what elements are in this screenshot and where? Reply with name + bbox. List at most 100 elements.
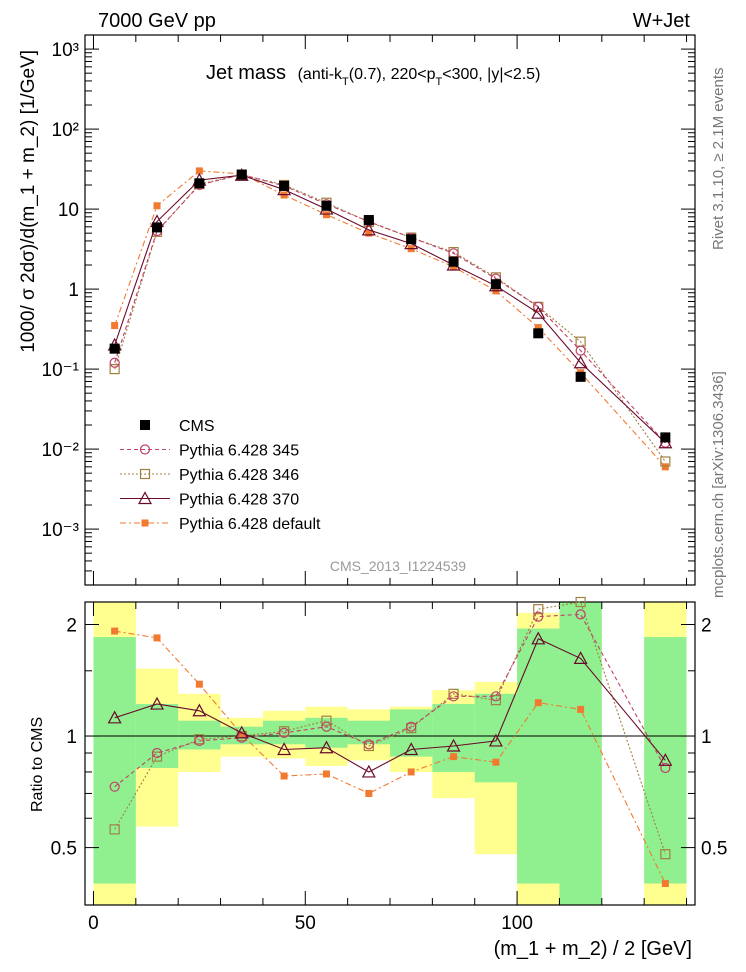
ratio-point-pdef [238, 730, 246, 738]
main-ylabel: 1000/ σ 2dσ)/d(m_1 + m_2) [1/GeV] [18, 50, 39, 353]
main-point-cms [660, 432, 671, 443]
ratio-series-line-p346 [114, 601, 666, 855]
main-point-cms [152, 222, 163, 233]
ratio-ytick-label: 2 [66, 615, 77, 636]
ratio-point-p346 [151, 751, 163, 762]
ratio-series-line-p345 [114, 613, 666, 788]
main-point-pdef [365, 229, 373, 237]
ratio-ylabel: Ratio to CMS [29, 717, 46, 812]
main-series-line-p345 [114, 174, 666, 444]
ratio-point-p370 [277, 742, 292, 756]
ratio-point-p346 [321, 715, 332, 726]
main-point-cms [109, 343, 120, 354]
ratio-plot: 0.5 0.5 1 1 2 2 0 50 100 [51, 596, 727, 934]
chart-title: Jet mass (anti-kT(0.7), 220<pT<300, |y|<… [206, 62, 540, 88]
band-inner [93, 637, 136, 884]
ratio-point-pdef [534, 699, 542, 707]
ratio-point-p346 [448, 688, 459, 699]
legend-marker-p346 [139, 468, 151, 480]
ratio-point-p345 [109, 781, 120, 792]
ratio-point-p345 [575, 609, 586, 620]
ratio-point-pdef [195, 680, 203, 688]
ratio-ytick-label-right: 0.5 [701, 839, 727, 860]
main-point-p345 [575, 345, 586, 356]
ratio-point-p345 [448, 691, 459, 702]
ratio-point-p345 [406, 721, 417, 732]
ratio-point-pdef [407, 768, 415, 776]
band-inner [347, 720, 390, 745]
watermark: CMS_2013_I1224539 [330, 558, 466, 574]
main-ytick-label: 10³ [52, 40, 79, 61]
ratio-series-line-p370 [114, 638, 666, 773]
ratio-point-p346 [490, 695, 502, 706]
ratio-point-p346 [109, 824, 120, 835]
main-point-cms [363, 215, 374, 226]
band-inner [432, 704, 475, 772]
title-sub-t2: T [436, 76, 443, 88]
ratio-point-pdef [450, 753, 458, 761]
main-series-line-p370 [114, 174, 666, 444]
ratio-ytick-label: 0.5 [51, 839, 77, 860]
legend-label-p346: Pythia 6.428 346 [179, 467, 299, 484]
main-point-pdef [111, 322, 119, 330]
ratio-point-p345 [321, 721, 332, 732]
header-right: W+Jet [633, 10, 691, 32]
main-point-p345 [533, 301, 544, 312]
ratio-point-p370 [234, 725, 249, 739]
main-point-cms [236, 169, 247, 180]
ratio-point-p370 [658, 753, 673, 766]
main-ytick-label: 10⁻¹ [42, 360, 80, 381]
main-point-cms [194, 178, 205, 189]
ratio-point-p370 [488, 733, 503, 747]
legend-label-pdef: Pythia 6.428 default [179, 516, 321, 533]
legend-label-cms: CMS [179, 418, 215, 435]
ratio-point-p370 [361, 764, 376, 778]
ratio-point-p370 [107, 710, 122, 724]
ratio-point-p345 [194, 735, 205, 747]
main-point-pdef [661, 463, 669, 471]
title-main: Jet mass [206, 62, 286, 84]
ratio-point-p370 [404, 742, 419, 756]
legend-marker-cms [140, 420, 150, 430]
band-inner [644, 637, 687, 884]
ratio-point-p345 [278, 727, 290, 738]
ratio-point-p370 [531, 631, 546, 645]
ratio-point-p370 [446, 738, 461, 752]
main-ytick-label: 10² [52, 120, 79, 141]
header-left: 7000 GeV pp [98, 10, 216, 32]
legend: CMS Pythia 6.428 345 Pythia 6.428 346 Pythi… [120, 418, 321, 533]
main-point-p370 [573, 355, 588, 369]
main-ytick-label: 10⁻² [42, 440, 80, 461]
main-point-pdef [450, 263, 458, 271]
title-sub-t1: T [342, 76, 349, 88]
band-inner [559, 602, 602, 905]
main-point-cms [533, 328, 544, 339]
ratio-ytick-label-right: 1 [701, 727, 712, 748]
main-point-p345 [109, 357, 120, 368]
main-point-cms [279, 180, 290, 191]
ratio-point-p345 [660, 762, 671, 774]
title-sub-post: <300, |y|<2.5) [442, 66, 540, 83]
ratio-xtick-label: 0 [88, 913, 99, 934]
main-plot: 10⁻³ 10⁻² 10⁻¹ 1 10 10² 10³ [42, 34, 696, 586]
ratio-point-p346 [533, 604, 544, 615]
mcplots-label: mcplots.cern.ch [arXiv:1306.3436] [710, 371, 727, 598]
legend-marker-pdef [141, 519, 149, 527]
rivet-label: Rivet 3.1.10, ≥ 2.1M events [710, 68, 727, 251]
ratio-point-p345 [533, 611, 544, 622]
ratio-point-p370 [192, 703, 207, 717]
main-point-pdef [534, 324, 542, 332]
ratio-point-p346 [660, 849, 671, 860]
ratio-point-pdef [322, 770, 330, 778]
ratio-point-pdef [365, 789, 373, 797]
ratio-point-p346 [575, 596, 586, 608]
ratio-point-p370 [573, 651, 588, 665]
ratio-point-pdef [111, 627, 119, 635]
main-ytick-label: 1 [68, 280, 79, 301]
ratio-xlabel: (m_1 + m_2) / 2 [GeV] [494, 938, 692, 960]
main-point-cms [448, 256, 459, 267]
ratio-point-pdef [661, 880, 669, 888]
main-point-pdef [195, 167, 203, 175]
ratio-point-pdef [577, 705, 585, 713]
ratio-point-p345 [490, 691, 502, 702]
